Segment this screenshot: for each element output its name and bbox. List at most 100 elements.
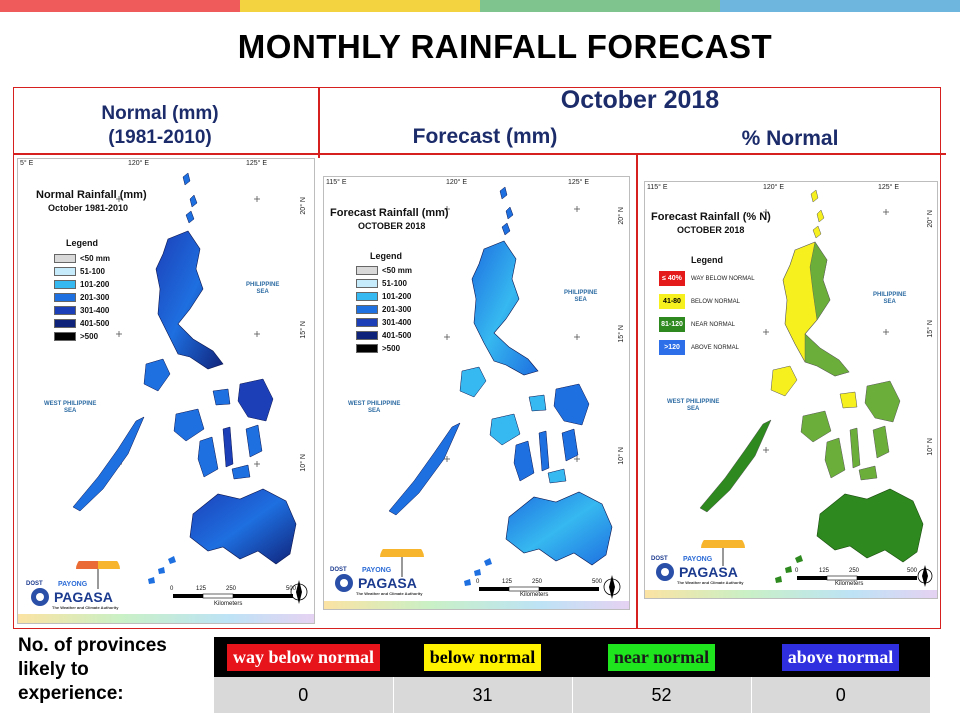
legend-swatch — [54, 319, 76, 328]
lon-label-1: 5° E — [20, 160, 34, 167]
legend-label: 201-300 — [80, 293, 110, 302]
category-above-normal: above normal — [781, 643, 900, 671]
umbrella-logo-icon — [656, 540, 745, 581]
forecast-map-graphic — [324, 186, 629, 609]
legend-item: <50 mm — [356, 266, 412, 275]
legend-swatch: ≤ 40% — [659, 271, 685, 286]
legend-label: 401-500 — [80, 319, 110, 328]
masbate-island — [839, 391, 858, 409]
lon-label-2: 120° E — [446, 179, 468, 186]
samar-island — [237, 378, 274, 422]
normal-header: Normal (mm) (1981-2010) — [40, 102, 280, 150]
frame-divider-1 — [318, 88, 320, 158]
category-cell: above normal — [751, 637, 930, 677]
count-below-normal: 31 — [393, 677, 573, 713]
scale-tick-0: 0 — [170, 586, 174, 592]
forecast-map-title: Forecast Rainfall (mm) OCTOBER 2018 — [330, 207, 449, 233]
legend-label: 101-200 — [382, 292, 412, 301]
logo-payong: PAYONG — [58, 581, 88, 588]
philippine-sea-line1: PHILIPPINE — [564, 290, 598, 296]
category-below-normal: below normal — [423, 643, 542, 671]
normal-rainfall-map: 5° E 120° E 125° E 20° N 15° N 10° N Nor… — [17, 158, 315, 624]
category-cell: below normal — [393, 637, 572, 677]
pagasa-logo: DOST PAYONG PAGASA The Weather and Clima… — [328, 549, 438, 599]
provinces-label: No. of provinces likely to experience: — [18, 634, 167, 706]
bohol-island — [231, 464, 251, 480]
forecast-map-title-line1: Forecast Rainfall (mm) — [330, 207, 449, 219]
lat-label-3: 10° N — [300, 454, 307, 472]
logo-tagline: The Weather and Climate Authority — [677, 580, 744, 585]
count-near-normal: 52 — [572, 677, 752, 713]
panay-island — [173, 408, 205, 442]
scale-tick-125: 125 — [819, 568, 830, 574]
palawan-island — [388, 422, 461, 516]
leyte-island — [245, 424, 263, 458]
luzon-island — [471, 240, 539, 376]
west-philippine-sea-line2: SEA — [368, 408, 381, 414]
forecast-rainfall-map: 115° E 120° E 125° E 20° N 15° N 10° N F… — [323, 176, 630, 610]
logo-payong: PAYONG — [362, 567, 392, 574]
legend-swatch — [54, 293, 76, 302]
legend-item: 41-80 BELOW NORMAL — [659, 294, 740, 309]
scale-tick-125: 125 — [502, 579, 513, 585]
legend-swatch: 81-120 — [659, 317, 685, 332]
legend-label: 51-100 — [80, 267, 105, 276]
legend-item: 401-500 — [356, 331, 411, 340]
legend-swatch — [54, 306, 76, 315]
scale-tick-500: 500 — [592, 579, 603, 585]
west-philippine-sea-label: WEST PHILIPPINE SEA — [44, 401, 96, 415]
frame-header-rule — [14, 153, 946, 155]
philippine-sea-line1: PHILIPPINE — [246, 282, 280, 288]
legend-item: 201-300 — [54, 293, 109, 302]
rainbow-strip — [645, 590, 937, 598]
sulu-islets — [148, 556, 176, 584]
luzon-island — [155, 230, 224, 370]
logo-pagasa: PAGASA — [679, 564, 738, 580]
west-philippine-sea-label: WEST PHILIPPINE SEA — [667, 399, 719, 413]
philippine-sea-line2: SEA — [574, 297, 587, 303]
count-way-below-normal: 0 — [214, 677, 394, 713]
legend-swatch — [54, 254, 76, 263]
legend-label: <50 mm — [80, 254, 111, 263]
scale-tick-250: 250 — [849, 568, 860, 574]
mindanao-island — [816, 488, 924, 563]
philippine-sea-line1: PHILIPPINE — [873, 292, 907, 298]
legend-item: <50 mm — [54, 254, 110, 263]
philippine-sea-label: PHILIPPINE SEA — [873, 292, 906, 306]
legend-swatch — [54, 280, 76, 289]
rainbow-strip — [324, 601, 629, 609]
top-bar-segment-red — [0, 0, 240, 12]
legend-item: 51-100 — [356, 279, 407, 288]
legend-swatch — [356, 318, 378, 327]
count-row: 0 31 52 0 — [214, 677, 930, 713]
legend-label: <50 mm — [382, 266, 413, 275]
lon-label-1: 115° E — [326, 179, 347, 186]
legend-label: >500 — [382, 344, 401, 353]
mindanao-island — [505, 491, 613, 566]
lat-label-1: 20° N — [927, 210, 934, 228]
legend-label: 51-100 — [382, 279, 407, 288]
top-bar-segment-green — [480, 0, 720, 12]
cebu-island — [222, 426, 234, 468]
legend-item: 101-200 — [54, 280, 109, 289]
legend-label: 301-400 — [80, 306, 110, 315]
logo-tagline: The Weather and Climate Authority — [356, 591, 423, 596]
legend-item: >500 — [356, 344, 400, 353]
logo-pagasa: PAGASA — [358, 575, 417, 591]
legend-swatch — [356, 292, 378, 301]
philippine-sea-label: PHILIPPINE SEA — [564, 290, 597, 304]
mindanao-island — [189, 488, 297, 565]
count-above-normal: 0 — [751, 677, 930, 713]
percent-map-title-line1: Forecast Rainfall (% N) — [651, 211, 771, 223]
normal-header-line2: (1981-2010) — [108, 127, 212, 148]
lon-label-1: 115° E — [647, 184, 668, 191]
normal-map-title: Normal Rainfall (mm) October 1981-2010 — [36, 189, 147, 215]
provinces-label-line3: experience: — [18, 683, 124, 704]
palawan-island — [699, 419, 772, 513]
scale-bar — [797, 575, 917, 581]
provinces-label-line1: No. of provinces — [18, 635, 167, 656]
umbrella-logo-icon — [31, 561, 120, 606]
umbrella-logo-icon — [335, 549, 424, 592]
category-row: way below normal below normal near norma… — [214, 637, 930, 677]
category-cell: near normal — [572, 637, 751, 677]
